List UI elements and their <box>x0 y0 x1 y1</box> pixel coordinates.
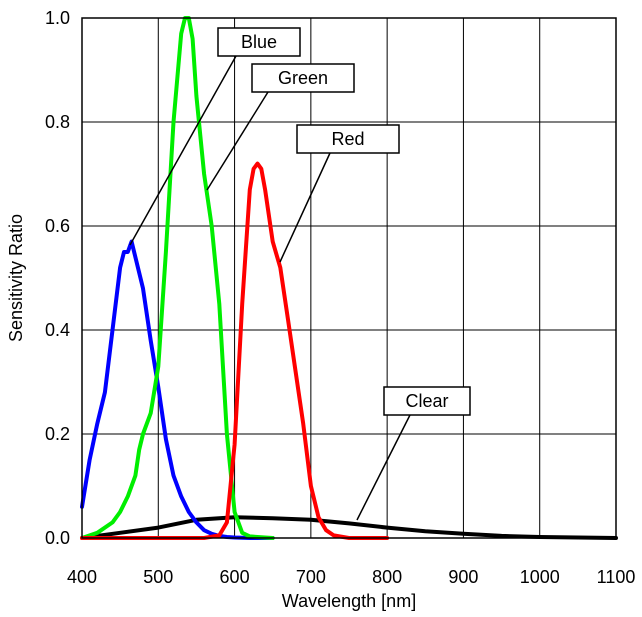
series-line-clear <box>80 515 618 540</box>
x-axis-title: Wavelength [nm] <box>282 591 416 611</box>
y-axis-title: Sensitivity Ratio <box>6 214 26 342</box>
callout-label: Green <box>278 68 328 88</box>
callout-leader-line <box>356 414 411 521</box>
y-tick-label: 0.6 <box>45 216 70 236</box>
x-tick-label: 400 <box>67 567 97 587</box>
x-tick-label: 1100 <box>597 567 636 587</box>
series-layer <box>80 16 618 540</box>
x-tick-labels: 400 500 600 700 800 900 1000 1100 <box>67 567 635 587</box>
callout-leader-line <box>206 91 269 191</box>
series-line-red <box>80 161 390 540</box>
callout-box <box>296 124 400 154</box>
x-tick-label: 700 <box>296 567 326 587</box>
callout-clear: Clear <box>356 386 471 521</box>
callout-blue: Blue <box>129 27 301 246</box>
y-tick-label: 0.2 <box>45 424 70 444</box>
x-tick-label: 1000 <box>520 567 560 587</box>
x-tick-label: 900 <box>448 567 478 587</box>
series-line-green <box>80 16 275 540</box>
x-tick-label: 500 <box>143 567 173 587</box>
callout-red: Red <box>279 124 400 263</box>
y-tick-label: 0.8 <box>45 112 70 132</box>
callout-leader-line <box>279 152 331 263</box>
callout-label: Blue <box>241 32 277 52</box>
callout-box <box>251 63 355 93</box>
callout-box <box>217 27 301 57</box>
callout-leader-line <box>129 55 237 246</box>
callout-label: Clear <box>405 391 448 411</box>
plot-frame <box>81 17 617 539</box>
y-tick-labels: 0.0 0.2 0.4 0.6 0.8 1.0 <box>45 8 70 548</box>
y-tick-label: 0.4 <box>45 320 70 340</box>
x-tick-label: 600 <box>220 567 250 587</box>
x-tick-label: 800 <box>372 567 402 587</box>
callout-box <box>383 386 471 416</box>
callout-label: Red <box>331 129 364 149</box>
y-tick-label: 0.0 <box>45 528 70 548</box>
callout-green: Green <box>206 63 355 191</box>
y-tick-label: 1.0 <box>45 8 70 28</box>
